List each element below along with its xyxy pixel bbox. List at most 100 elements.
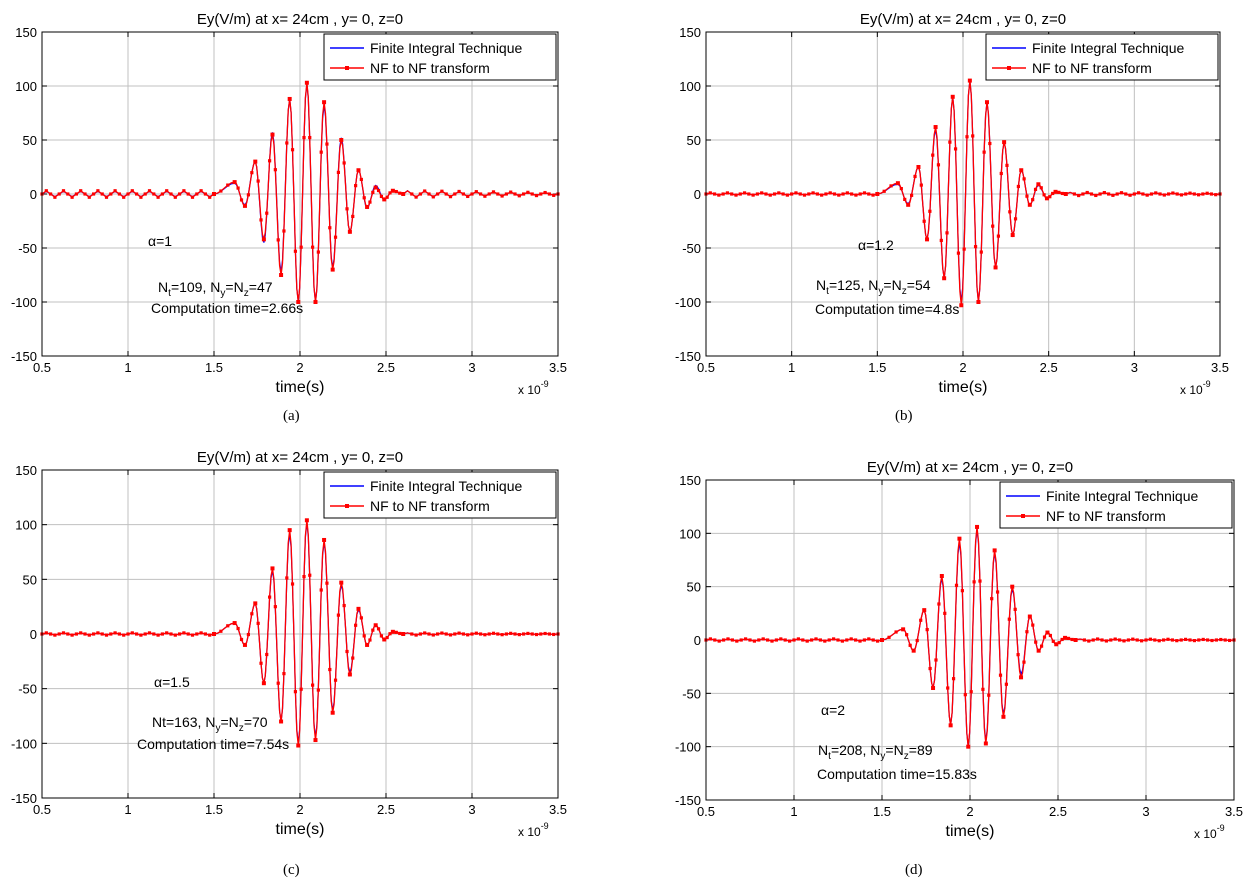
nf-marker-a — [79, 189, 83, 193]
legend-label-d: Finite Integral Technique — [1046, 488, 1198, 504]
nf-marker-d — [1113, 637, 1117, 641]
nf-marker-d — [801, 638, 805, 642]
nf-marker-d — [832, 637, 836, 641]
nf-point-d — [922, 608, 927, 613]
nf-marker-a — [444, 192, 448, 196]
nf-marker-a — [66, 192, 70, 196]
nf-point-c — [253, 601, 258, 606]
nf-marker-a — [290, 148, 295, 152]
nf-marker-a — [461, 192, 465, 196]
nf-marker-c — [199, 631, 203, 635]
nf-marker-a — [552, 193, 556, 197]
nf-marker-a — [517, 194, 521, 198]
nf-marker-a — [92, 192, 96, 196]
chart-svg-b: 0.5 1 1.5 2 2.5 3 3.5 150 100 50 0 -50 -100 -150 Ey(V/… — [675, 11, 1229, 397]
nf-marker-a — [219, 189, 223, 193]
nf-marker-d — [1135, 638, 1139, 642]
y-tick-label-b: 0 — [694, 187, 701, 202]
nf-marker-a — [259, 218, 263, 222]
nf-marker-c — [302, 575, 306, 579]
legend-marker-a — [345, 66, 349, 70]
nf-marker-b — [1214, 193, 1218, 197]
nf-marker-c — [453, 632, 457, 636]
nf-point-a — [242, 203, 247, 208]
legend-marker-d — [1021, 514, 1025, 518]
nf-marker-c — [256, 621, 260, 625]
nf-marker-b — [1188, 191, 1192, 195]
nf-marker-a — [96, 189, 100, 193]
x-axis-label-a: time(s) — [276, 379, 325, 396]
nf-marker-d — [1100, 638, 1104, 642]
nf-marker-d — [779, 637, 783, 641]
annotation-c-0: α=1.5 — [154, 674, 190, 690]
nf-marker-c — [342, 603, 346, 608]
nf-marker-c — [109, 632, 113, 636]
nf-marker-b — [738, 192, 742, 196]
nf-marker-c — [61, 631, 66, 635]
nf-marker-b — [717, 193, 721, 197]
nf-marker-a — [199, 189, 203, 193]
nf-marker-d — [766, 638, 770, 642]
nf-marker-b — [1209, 192, 1214, 196]
x-tick-label-b: 2 — [959, 360, 966, 375]
nf-marker-a — [173, 195, 177, 199]
nf-marker-b — [1158, 192, 1162, 196]
nf-marker-c — [414, 633, 418, 637]
nf-marker-a — [453, 192, 457, 196]
nf-point-d — [880, 638, 884, 642]
nf-marker-b — [903, 197, 907, 201]
nf-marker-b — [956, 251, 961, 255]
nf-marker-d — [1087, 639, 1091, 643]
nf-marker-c — [74, 632, 78, 636]
nf-marker-b — [1196, 193, 1201, 197]
caption-c: (c) — [283, 862, 300, 878]
nf-marker-a — [152, 192, 156, 196]
x-tick-label-c: 2 — [296, 802, 303, 817]
nf-marker-d — [726, 637, 730, 641]
nf-point-c — [347, 672, 352, 677]
nf-marker-a — [319, 150, 323, 154]
nf-marker-a — [418, 192, 422, 196]
nf-marker-d — [862, 638, 866, 642]
nf-marker-b — [730, 192, 734, 196]
nf-marker-a — [522, 192, 526, 196]
nf-marker-d — [1214, 638, 1218, 642]
nf-marker-d — [849, 637, 853, 641]
nf-marker-b — [824, 192, 828, 196]
nf-marker-b — [845, 191, 849, 195]
annotation-c-1: Nt=163, Ny=Nz=70 — [152, 714, 268, 734]
nf-point-c — [287, 528, 292, 533]
x-tick-label-b: 1 — [788, 360, 795, 375]
nf-marker-b — [828, 191, 832, 195]
nf-marker-b — [1137, 191, 1141, 195]
nf-marker-b — [790, 192, 794, 196]
nf-marker-d — [919, 618, 923, 622]
nf-marker-c — [182, 631, 186, 635]
nf-marker-d — [818, 638, 822, 642]
nf-marker-d — [1039, 644, 1044, 648]
nf-marker-b — [948, 140, 952, 144]
nf-marker-d — [1070, 637, 1074, 642]
nf-marker-b — [1081, 192, 1085, 196]
nf-marker-b — [1048, 195, 1052, 199]
nf-marker-a — [351, 214, 355, 219]
nf-marker-c — [552, 632, 556, 637]
nf-marker-c — [293, 690, 298, 694]
nf-point-b — [1053, 189, 1058, 194]
nf-marker-c — [351, 656, 355, 660]
nf-point-a — [365, 204, 370, 209]
nf-point-d — [975, 524, 980, 529]
nf-marker-d — [1140, 639, 1144, 643]
nf-marker-c — [487, 632, 491, 636]
nf-marker-a — [504, 192, 508, 196]
nf-marker-b — [996, 234, 1001, 238]
nf-marker-d — [1122, 639, 1126, 643]
x-axis-label-b: time(s) — [939, 379, 988, 396]
nf-marker-a — [208, 195, 212, 199]
nf-point-a — [401, 192, 406, 196]
nf-marker-d — [1034, 640, 1038, 644]
nf-marker-c — [139, 633, 143, 637]
nf-marker-b — [1025, 194, 1029, 198]
nf-marker-b — [999, 171, 1003, 176]
legend-box-d — [999, 481, 1233, 529]
